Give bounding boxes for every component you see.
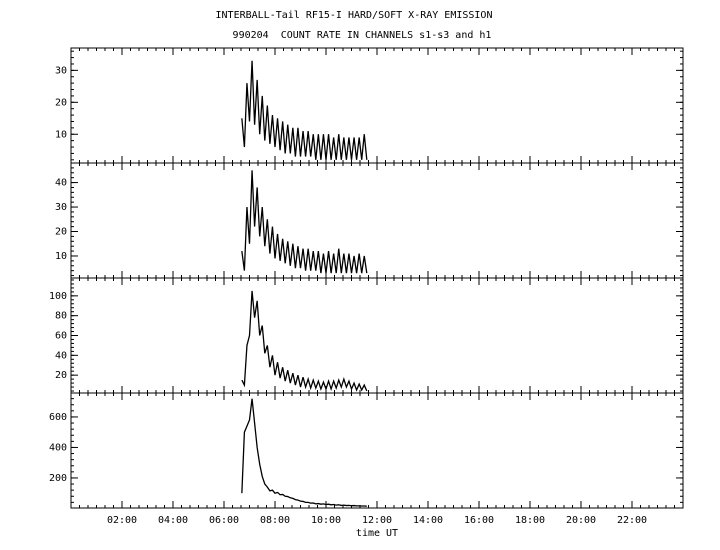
x-tick-label: 04:00 (158, 515, 188, 526)
y-tick-label: 600 (49, 412, 67, 423)
y-tick-label: 10 (55, 129, 67, 140)
y-tick-label: 200 (49, 473, 67, 484)
y-tick-label: 30 (55, 65, 67, 76)
panel-frame (70, 277, 684, 394)
y-tick-label: 20 (55, 227, 67, 238)
panel-frame (70, 392, 684, 509)
data-line (241, 290, 368, 392)
panel-frame (70, 162, 684, 279)
x-axis-label: time UT (356, 528, 398, 539)
data-line (241, 170, 368, 274)
x-tick-label: 10:00 (311, 515, 341, 526)
x-tick-label: 14:00 (413, 515, 443, 526)
x-tick-label: 02:00 (107, 515, 137, 526)
chart-subtitle: 990204 COUNT RATE IN CHANNELS s1-s3 and … (233, 30, 492, 41)
data-line (241, 398, 367, 507)
y-tick-label: 40 (55, 178, 67, 189)
y-tick-label: 20 (55, 97, 67, 108)
panel-frame (70, 47, 684, 164)
x-tick-label: 08:00 (260, 515, 290, 526)
chart-title: INTERBALL-Tail RF15-I HARD/SOFT X-RAY EM… (216, 10, 493, 21)
y-tick-label: 400 (49, 442, 67, 453)
y-tick-label: 80 (55, 311, 67, 322)
y-tick-label: 60 (55, 331, 67, 342)
y-tick-label: 100 (49, 291, 67, 302)
x-tick-label: 06:00 (209, 515, 239, 526)
y-tick-label: 30 (55, 202, 67, 213)
x-tick-label: 22:00 (617, 515, 647, 526)
x-tick-label: 12:00 (362, 515, 392, 526)
x-tick-label: 20:00 (566, 515, 596, 526)
y-tick-label: 10 (55, 251, 67, 262)
y-tick-label: 40 (55, 350, 67, 361)
x-tick-label: 18:00 (515, 515, 545, 526)
x-tick-label: 16:00 (464, 515, 494, 526)
y-tick-label: 20 (55, 370, 67, 381)
data-line (241, 60, 368, 160)
